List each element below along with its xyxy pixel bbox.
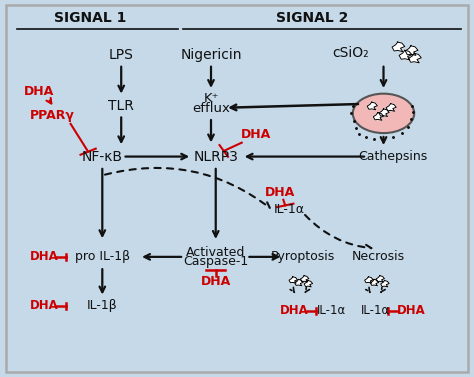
Text: TLR: TLR — [108, 99, 134, 113]
Polygon shape — [376, 276, 384, 282]
Text: DHA: DHA — [241, 127, 271, 141]
Ellipse shape — [353, 93, 414, 133]
Polygon shape — [301, 276, 309, 282]
Text: IL-1β: IL-1β — [87, 299, 118, 312]
Text: NF-κB: NF-κB — [82, 150, 123, 164]
Text: DHA: DHA — [24, 85, 55, 98]
Polygon shape — [295, 279, 303, 286]
Text: LPS: LPS — [109, 48, 134, 62]
Polygon shape — [405, 46, 418, 55]
Text: IL-1α: IL-1α — [317, 304, 346, 317]
Polygon shape — [365, 277, 373, 283]
Text: DHA: DHA — [280, 304, 309, 317]
Text: IL-1α: IL-1α — [273, 203, 304, 216]
Polygon shape — [409, 53, 421, 63]
Text: Necrosis: Necrosis — [352, 250, 405, 264]
Text: efflux: efflux — [192, 103, 230, 115]
Text: NLRP3: NLRP3 — [193, 150, 238, 164]
Text: DHA: DHA — [30, 250, 59, 264]
Text: SIGNAL 1: SIGNAL 1 — [55, 11, 127, 25]
Polygon shape — [374, 113, 383, 120]
Text: DHA: DHA — [201, 275, 231, 288]
Polygon shape — [367, 102, 377, 110]
Text: K⁺: K⁺ — [203, 92, 219, 105]
Text: DHA: DHA — [30, 299, 59, 312]
Text: Activated: Activated — [186, 246, 246, 259]
Text: Caspase-1: Caspase-1 — [183, 255, 248, 268]
Text: PPARγ: PPARγ — [30, 109, 75, 122]
Text: DHA: DHA — [264, 186, 295, 199]
Text: SIGNAL 2: SIGNAL 2 — [276, 11, 349, 25]
Polygon shape — [379, 109, 389, 116]
Text: cSiO₂: cSiO₂ — [332, 46, 369, 60]
Text: DHA: DHA — [397, 304, 425, 317]
Text: IL-1α: IL-1α — [360, 304, 390, 317]
Text: Pyroptosis: Pyroptosis — [271, 250, 335, 264]
Text: pro IL-1β: pro IL-1β — [75, 250, 130, 264]
Polygon shape — [386, 104, 396, 111]
Polygon shape — [392, 42, 405, 52]
Polygon shape — [381, 280, 389, 287]
Polygon shape — [370, 279, 379, 286]
Text: Nigericin: Nigericin — [180, 48, 242, 62]
Polygon shape — [304, 280, 313, 287]
Polygon shape — [289, 277, 298, 283]
FancyBboxPatch shape — [6, 5, 468, 372]
Polygon shape — [399, 50, 412, 60]
Text: Cathepsins: Cathepsins — [358, 150, 428, 163]
